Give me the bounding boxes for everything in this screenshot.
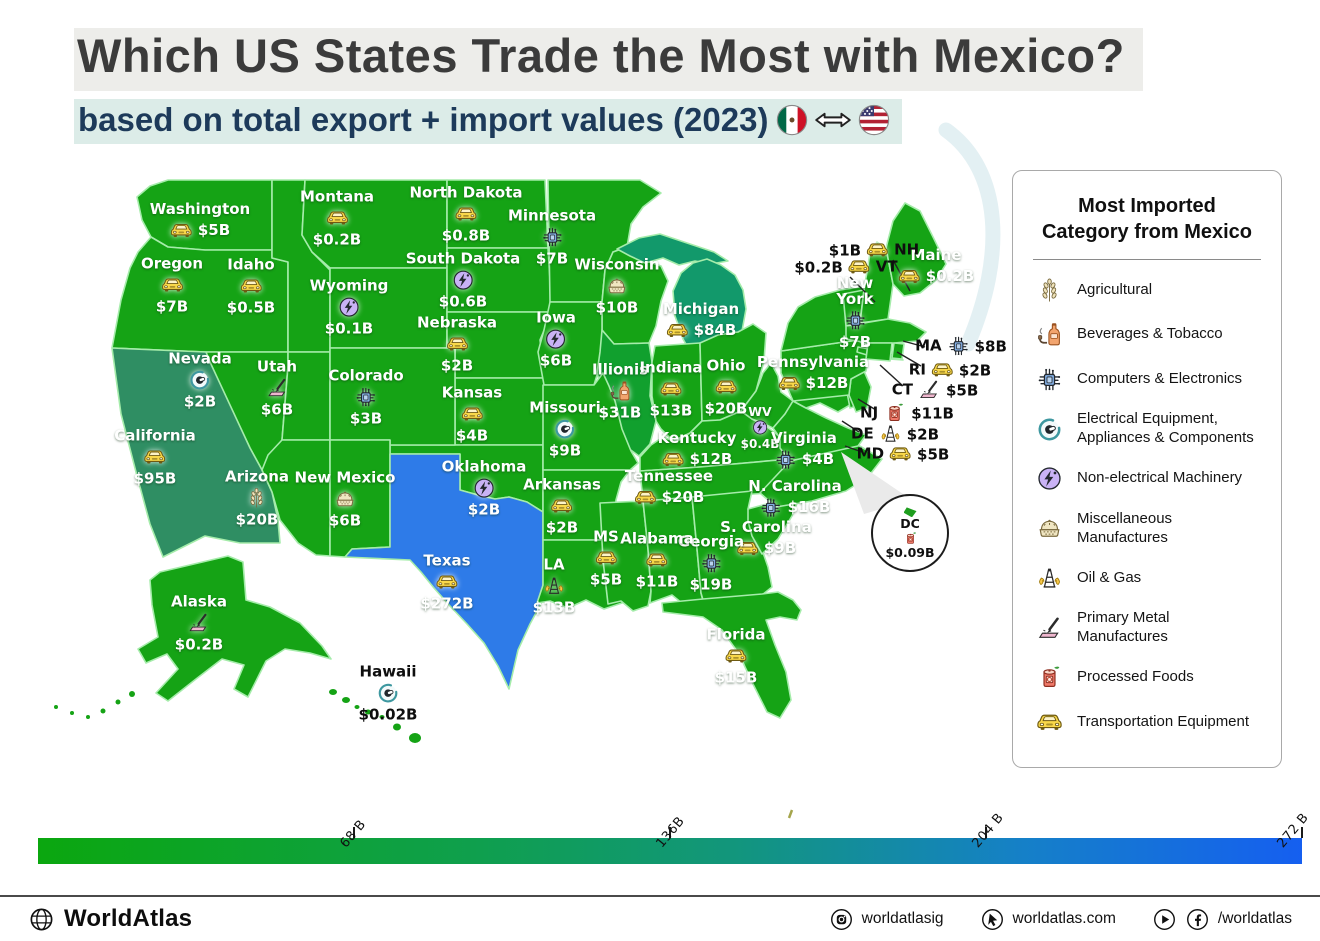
- exchange-arrows-icon: [812, 105, 854, 135]
- state-shape-maine: [885, 202, 947, 297]
- footer: WorldAtlas worldatlasig worldatlas.com/wo…: [0, 895, 1320, 941]
- dc-icon-slot: [903, 531, 918, 546]
- state-shape-north-dakota: [446, 179, 549, 249]
- scale-tick: [985, 827, 987, 838]
- state-shape-mississippi: [599, 500, 652, 612]
- state-shape-wisconsin: [601, 246, 669, 345]
- hawaii-islands: [329, 689, 421, 743]
- welding-pen-icon: [1036, 615, 1063, 642]
- scale-tick: [353, 827, 355, 838]
- food-can-icon: [903, 531, 918, 546]
- wheat-icon: [1036, 277, 1063, 304]
- legend-item-beverages-tobacco: Beverages & Tobacco: [1027, 321, 1267, 348]
- brand: WorldAtlas: [28, 905, 192, 933]
- dc-callout: DC $0.09B: [871, 494, 949, 572]
- page-title: Which US States Trade the Most with Mexi…: [74, 28, 1143, 91]
- trade-value-scale: 68 B 136B 204 B 272 B: [38, 810, 1312, 864]
- state-shape-montana: [301, 179, 448, 269]
- state-shape-nebraska: [446, 311, 553, 379]
- legend-item-label: Electrical Equipment, Appliances & Compon…: [1077, 410, 1254, 447]
- scale-tick: [1301, 827, 1303, 838]
- social-link-worldatlas: /worldatlas: [1152, 907, 1292, 932]
- legend-item-primary-metal: Primary Metal Manufactures: [1027, 609, 1267, 647]
- state-shape-indiana: [651, 342, 703, 442]
- alaska-islands: [54, 691, 135, 719]
- state-shape-california: [111, 347, 281, 558]
- social-link-worldatlasig: worldatlasig: [829, 907, 944, 932]
- state-shape-connecticut: [865, 342, 893, 362]
- state-shape-new-mexico: [329, 439, 391, 558]
- state-shape-texas: [344, 453, 544, 690]
- legend-item-label: Computers & Electronics: [1077, 369, 1243, 387]
- machinery-bolt-icon: [1036, 465, 1063, 492]
- dc-label: DC: [900, 516, 920, 532]
- oil-derrick-icon: [1036, 565, 1063, 592]
- facebook-icon: [1185, 907, 1210, 932]
- state-shape-washington: [136, 179, 273, 251]
- play-icon: [1152, 907, 1177, 932]
- legend-item-computers-electronics: Computers & Electronics: [1027, 366, 1267, 393]
- decorative-swoosh: [938, 122, 1001, 352]
- legend-item-non-electrical-machinery: Non-electrical Machinery: [1027, 465, 1267, 492]
- state-shape-oregon: [111, 236, 289, 353]
- scale-tick: [669, 827, 671, 838]
- legend-item-processed-foods: Processed Foods: [1027, 664, 1267, 691]
- electrical-coil-icon: [1036, 416, 1063, 443]
- cursor-icon: [980, 907, 1005, 932]
- state-shape-georgia: [691, 490, 773, 601]
- legend: Most Imported Category from Mexico Agric…: [1012, 170, 1282, 768]
- subtitle: based on total export + import values (2…: [78, 100, 769, 138]
- instagram-icon: [829, 907, 854, 932]
- legend-item-label: Miscellaneous Manufactures: [1077, 509, 1173, 546]
- chip-icon: [1036, 366, 1063, 393]
- legend-item-oil-gas: Oil & Gas: [1027, 565, 1267, 592]
- state-shape-florida: [661, 591, 802, 719]
- social-handle: worldatlas.com: [1012, 910, 1116, 927]
- legend-title: Most Imported Category from Mexico: [1041, 195, 1253, 244]
- legend-item-transportation: Transportation Equipment: [1027, 709, 1267, 736]
- stray-mark: [787, 809, 794, 819]
- legend-item-label: Primary Metal Manufactures: [1077, 609, 1170, 646]
- car-icon: [1036, 709, 1063, 736]
- header: Which US States Trade the Most with Mexi…: [74, 28, 1143, 144]
- state-shape-utah: [281, 351, 331, 441]
- legend-item-label: Agricultural: [1077, 280, 1153, 298]
- globe-icon: [28, 906, 55, 933]
- legend-items: Agricultural Beverages & Tobacco Computers…: [1027, 277, 1267, 736]
- dc-shape: [903, 507, 917, 518]
- legend-item-misc-manufactures: Miscellaneous Manufactures: [1027, 510, 1267, 548]
- brand-name: WorldAtlas: [64, 905, 193, 932]
- legend-item-label: Beverages & Tobacco: [1077, 325, 1223, 343]
- legend-item-label: Processed Foods: [1077, 668, 1194, 686]
- state-shape-south-dakota: [446, 247, 553, 313]
- subtitle-band: based on total export + import values (2…: [74, 98, 903, 144]
- dc-value: $0.09B: [885, 544, 935, 560]
- legend-item-electrical-equipment: Electrical Equipment, Appliances & Compon…: [1027, 410, 1267, 448]
- mexico-flag-icon: [774, 102, 810, 138]
- social-handle: worldatlasig: [861, 910, 944, 927]
- legend-item-agricultural: Agricultural: [1027, 277, 1267, 304]
- legend-item-label: Transportation Equipment: [1077, 712, 1250, 730]
- food-can-icon: [1036, 664, 1063, 691]
- state-shape-colorado: [329, 347, 456, 446]
- legend-item-label: Non-electrical Machinery: [1077, 469, 1243, 487]
- state-shape-michigan-upper: [616, 233, 729, 266]
- us-flag-icon: [856, 102, 892, 138]
- state-shape-massachusetts: [845, 318, 927, 344]
- legend-item-label: Oil & Gas: [1077, 568, 1142, 586]
- legend-divider: [1033, 258, 1261, 260]
- state-shape-rhode-island: [891, 342, 905, 360]
- state-shape-wyoming: [329, 267, 448, 349]
- social-handle: /worldatlas: [1217, 910, 1292, 927]
- state-shape-kansas: [454, 377, 546, 446]
- social-link-worldatlas-com: worldatlas.com: [980, 907, 1116, 932]
- states-layer: [54, 179, 947, 743]
- state-shape-alaska: [137, 555, 332, 702]
- social-links: worldatlasig worldatlas.com/worldatlas: [829, 907, 1292, 932]
- bottle-pipe-icon: [1036, 321, 1063, 348]
- basket-icon: [1036, 515, 1063, 542]
